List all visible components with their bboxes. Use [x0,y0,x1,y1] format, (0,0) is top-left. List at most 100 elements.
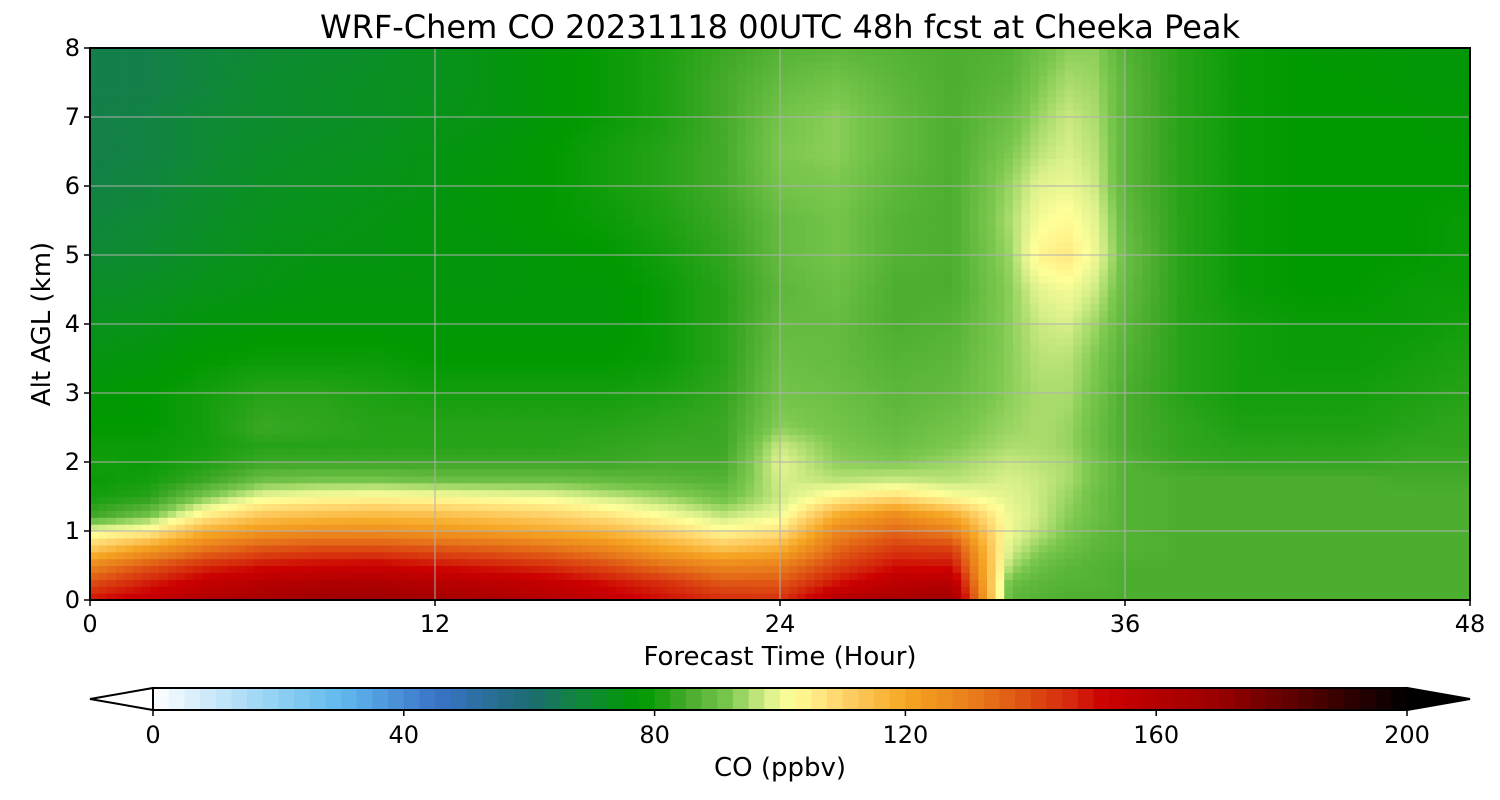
co-field-cell [1125,441,1135,449]
co-field-cell [702,482,712,491]
co-field-cell [1444,413,1454,422]
co-field-cell [616,496,626,504]
co-field-cell [1185,468,1195,477]
co-field-cell [633,537,643,546]
co-field-cell [650,496,660,504]
co-field-cell [564,503,574,511]
co-field-cell [1314,420,1324,429]
co-field-cell [1064,420,1074,429]
co-field-cell [374,572,384,580]
co-field-cell [383,551,393,560]
co-field-cell [1133,593,1143,600]
co-field-cell [935,448,945,456]
co-field-cell [745,420,755,429]
co-field-cell [1168,593,1178,600]
co-field-cell [1116,489,1126,498]
co-field-cell [219,420,229,429]
co-field-cell [918,413,928,422]
co-field-cell [236,468,246,477]
co-field-cell [1263,586,1273,594]
co-field-cell [676,393,686,401]
co-field-cell [305,531,315,539]
co-field-cell [952,413,962,422]
co-field-cell [176,565,186,573]
co-field-cell [150,406,160,415]
co-field-cell [607,427,617,435]
co-field-cell [1245,399,1255,408]
co-field-cell [1357,579,1368,587]
co-field-cell [210,524,220,532]
co-field-cell [805,544,816,553]
co-field-cell [1254,503,1264,511]
co-field-cell [573,393,583,401]
co-field-cell [1280,510,1290,518]
co-field-cell [1383,468,1393,477]
co-field-cell [788,482,798,491]
co-field-cell [1090,531,1100,539]
co-field-cell [305,420,315,429]
co-field-cell [366,586,376,594]
co-field-cell [685,427,695,435]
co-field-cell [521,544,531,553]
co-field-cell [435,468,445,477]
co-field-cell [357,468,367,477]
co-field-cell [823,551,833,560]
co-field-cell [547,475,557,484]
co-field-cell [581,510,591,518]
co-field-cell [1107,420,1117,429]
co-field-cell [1271,455,1281,463]
co-field-cell [840,427,850,435]
co-field-cell [969,558,979,567]
co-field-cell [314,517,324,525]
co-field-cell [115,489,126,498]
co-field-cell [443,503,453,511]
co-field-cell [374,558,384,567]
co-field-cell [538,537,548,546]
co-field-cell [1375,482,1385,491]
co-field-cell [124,489,134,498]
co-field-cell [771,427,781,435]
co-field-cell [279,393,289,401]
co-field-cell [107,586,117,594]
co-field-cell [831,593,841,600]
co-field-cell [995,455,1005,463]
co-field-cell [1159,475,1169,484]
co-field-cell [866,393,876,401]
co-field-cell [1340,386,1350,394]
co-field-cell [288,475,298,484]
co-field-cell [1081,420,1092,429]
co-field-cell [1263,579,1273,587]
co-field-cell [745,448,755,456]
co-field-cell [969,510,979,518]
co-field-cell [823,537,833,546]
co-field-cell [391,468,402,477]
co-field-cell [1375,455,1385,463]
co-field-cell [1116,386,1126,394]
co-field-cell [780,393,790,401]
co-field-cell [900,427,910,435]
co-field-cell [1375,393,1385,401]
co-field-cell [193,531,203,539]
co-field-cell [426,434,436,442]
co-field-cell [262,503,272,511]
co-field-cell [1176,524,1186,532]
co-field-cell [1056,475,1066,484]
co-field-cell [219,379,229,387]
co-field-cell [1306,524,1316,532]
co-field-cell [538,565,548,573]
co-field-cell [788,441,798,449]
co-field-cell [443,427,453,435]
co-field-cell [1064,544,1074,553]
co-field-cell [391,489,402,498]
co-field-cell [383,482,393,491]
co-field-cell [1004,441,1014,449]
co-field-cell [745,572,755,580]
co-field-cell [167,448,177,456]
co-field-cell [624,420,634,429]
co-field-cell [314,524,324,532]
co-field-cell [711,462,721,470]
co-field-cell [1142,393,1152,401]
co-field-cell [823,517,833,525]
co-field-cell [1297,434,1307,442]
co-field-cell [1047,531,1057,539]
